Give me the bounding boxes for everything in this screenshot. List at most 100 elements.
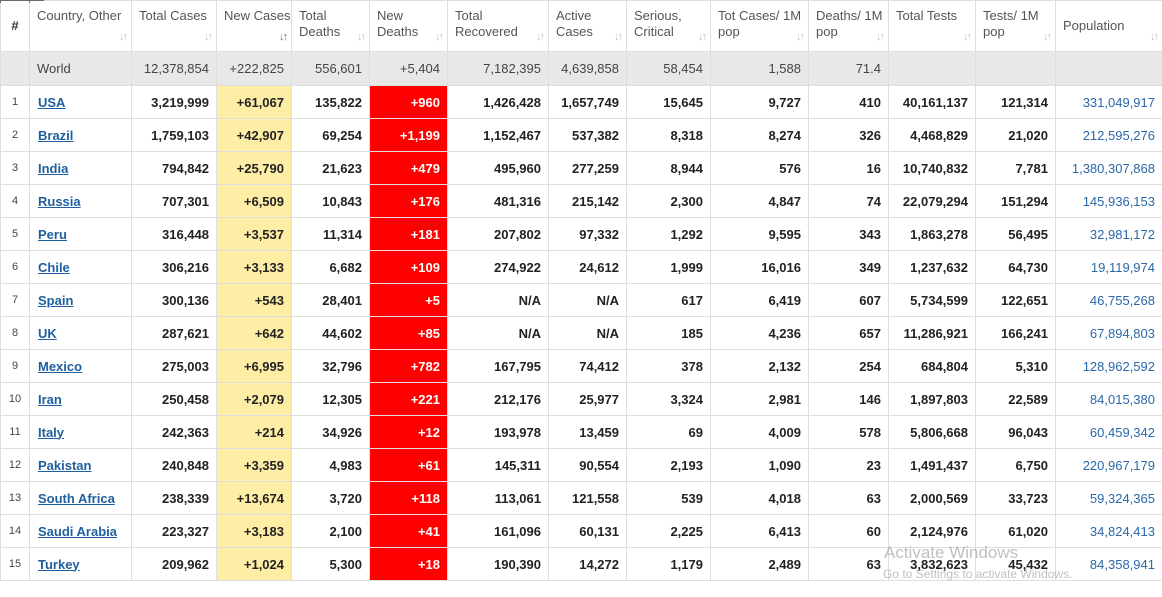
sort-arrows-icon[interactable]: ↓↑ xyxy=(204,31,213,43)
country-cell: Turkey xyxy=(29,547,132,581)
country-link[interactable]: Mexico xyxy=(38,358,83,374)
header-total-recovered[interactable]: Total Recovered ↓↑ xyxy=(447,0,549,52)
active-cases-cell: 13,459 xyxy=(548,415,627,449)
header-active-cases[interactable]: Active Cases ↓↑ xyxy=(548,0,627,52)
serious-cell: 8,944 xyxy=(626,151,711,185)
active-cases-cell: 537,382 xyxy=(548,118,627,152)
sort-arrows-icon[interactable]: ↓↑ xyxy=(435,31,444,43)
total-tests-cell: 5,806,668 xyxy=(888,415,976,449)
cases-1m-cell: 6,413 xyxy=(710,514,809,548)
total-cases-cell: 300,136 xyxy=(131,283,217,317)
header-total-deaths[interactable]: Total Deaths ↓↑ xyxy=(291,0,370,52)
table-row: 6 Chile 306,216 +3,133 6,682 +109 274,922 24,61… xyxy=(0,250,1162,284)
country-cell: Pakistan xyxy=(29,448,132,482)
table-row: 10 Iran 250,458 +2,079 12,305 +221 212,176 25,9… xyxy=(0,382,1162,416)
header-total-cases[interactable]: Total Cases ↓↑ xyxy=(131,0,217,52)
country-link[interactable]: Italy xyxy=(38,424,65,440)
total-tests-cell: 40,161,137 xyxy=(888,85,976,119)
serious-cell: 2,193 xyxy=(626,448,711,482)
world-index-cell xyxy=(0,51,30,86)
country-link[interactable]: South Africa xyxy=(38,490,115,506)
country-link[interactable]: Turkey xyxy=(38,556,80,572)
cases-1m-cell: 2,981 xyxy=(710,382,809,416)
country-link[interactable]: Peru xyxy=(38,226,67,242)
total-cases-cell: 242,363 xyxy=(131,415,217,449)
country-link[interactable]: Chile xyxy=(38,259,70,275)
header-idx[interactable]: # xyxy=(0,0,30,52)
row-index: 5 xyxy=(0,217,30,251)
sort-arrows-icon[interactable]: ↓↑ xyxy=(614,31,623,43)
new-cases-cell: +6,995 xyxy=(216,349,292,383)
header-label: Total Tests xyxy=(896,8,958,23)
country-cell: USA xyxy=(29,85,132,119)
total-recovered-cell: 481,316 xyxy=(447,184,549,218)
deaths-1m-cell: 16 xyxy=(808,151,889,185)
country-link[interactable]: Spain xyxy=(38,292,74,308)
sort-arrows-icon[interactable]: ↓↑ xyxy=(698,31,707,43)
total-cases-cell: 306,216 xyxy=(131,250,217,284)
new-cases-cell: +1,024 xyxy=(216,547,292,581)
sort-arrows-icon[interactable]: ↓↑ xyxy=(876,31,885,43)
sort-arrows-icon[interactable]: ↓↑ xyxy=(279,31,288,43)
new-deaths-cell: +5 xyxy=(369,283,448,317)
country-link[interactable]: Brazil xyxy=(38,127,74,143)
total-tests-cell: 1,897,803 xyxy=(888,382,976,416)
total-recovered-cell: 274,922 xyxy=(447,250,549,284)
header-cases-1m[interactable]: Tot Cases/ 1M pop ↓↑ xyxy=(710,0,809,52)
new-cases-cell: +214 xyxy=(216,415,292,449)
country-cell: Italy xyxy=(29,415,132,449)
header-total-tests[interactable]: Total Tests ↓↑ xyxy=(888,0,976,52)
sort-arrows-icon[interactable]: ↓↑ xyxy=(119,31,128,43)
table-row: 12 Pakistan 240,848 +3,359 4,983 +61 145,311 90… xyxy=(0,448,1162,482)
table-row: 7 Spain 300,136 +543 28,401 +5 N/A N/A 617 6,419 6… xyxy=(0,283,1162,317)
sort-arrows-icon[interactable]: ↓↑ xyxy=(796,31,805,43)
header-population[interactable]: Population ↓↑ xyxy=(1055,0,1162,52)
country-cell: India xyxy=(29,151,132,185)
sort-arrows-icon[interactable]: ↓↑ xyxy=(963,31,972,43)
total-deaths-cell: 21,623 xyxy=(291,151,370,185)
total-recovered-cell: 1,426,428 xyxy=(447,85,549,119)
total-recovered-cell: 212,176 xyxy=(447,382,549,416)
population-cell: 59,324,365 xyxy=(1055,481,1162,515)
table-row: 8 UK 287,621 +642 44,602 +85 N/A N/A 185 4,236 657… xyxy=(0,316,1162,350)
header-label: Total Recovered xyxy=(455,8,518,39)
tests-1m-cell: 61,020 xyxy=(975,514,1056,548)
cases-1m-cell: 4,236 xyxy=(710,316,809,350)
total-deaths-cell: 135,822 xyxy=(291,85,370,119)
population-cell: 84,358,941 xyxy=(1055,547,1162,581)
sort-arrows-icon[interactable]: ↓↑ xyxy=(1150,31,1159,43)
serious-cell: 8,318 xyxy=(626,118,711,152)
country-cell: Mexico xyxy=(29,349,132,383)
tests-1m-cell: 122,651 xyxy=(975,283,1056,317)
country-cell: Iran xyxy=(29,382,132,416)
header-serious[interactable]: Serious, Critical ↓↑ xyxy=(626,0,711,52)
row-index: 8 xyxy=(0,316,30,350)
header-deaths-1m[interactable]: Deaths/ 1M pop ↓↑ xyxy=(808,0,889,52)
serious-cell: 1,179 xyxy=(626,547,711,581)
country-link[interactable]: UK xyxy=(38,325,57,341)
cases-1m-cell: 576 xyxy=(710,151,809,185)
table-row: 1 USA 3,219,999 +61,067 135,822 +960 1,426,428… xyxy=(0,85,1162,119)
table-row: 15 Turkey 209,962 +1,024 5,300 +18 190,390 14,2… xyxy=(0,547,1162,581)
sort-arrows-icon[interactable]: ↓↑ xyxy=(536,31,545,43)
tests-1m-cell: 56,495 xyxy=(975,217,1056,251)
header-label: # xyxy=(11,18,19,33)
header-new-cases[interactable]: New Cases ↓↑ xyxy=(216,0,292,52)
header-tests-1m[interactable]: Tests/ 1M pop ↓↑ xyxy=(975,0,1056,52)
sort-arrows-icon[interactable]: ↓↑ xyxy=(1043,31,1052,43)
population-cell: 128,962,592 xyxy=(1055,349,1162,383)
active-cases-cell: 25,977 xyxy=(548,382,627,416)
sort-arrows-icon[interactable]: ↓↑ xyxy=(357,31,366,43)
country-link[interactable]: Saudi Arabia xyxy=(38,523,117,539)
country-link[interactable]: USA xyxy=(38,94,66,110)
country-link[interactable]: Russia xyxy=(38,193,81,209)
country-link[interactable]: Iran xyxy=(38,391,62,407)
total-cases-cell: 238,339 xyxy=(131,481,217,515)
population-cell: 34,824,413 xyxy=(1055,514,1162,548)
header-new-deaths[interactable]: New Deaths ↓↑ xyxy=(369,0,448,52)
country-link[interactable]: Pakistan xyxy=(38,457,92,473)
country-link[interactable]: India xyxy=(38,160,69,176)
header-country[interactable]: Country, Other ↓↑ xyxy=(29,0,132,52)
new-deaths-cell: +479 xyxy=(369,151,448,185)
row-index: 3 xyxy=(0,151,30,185)
